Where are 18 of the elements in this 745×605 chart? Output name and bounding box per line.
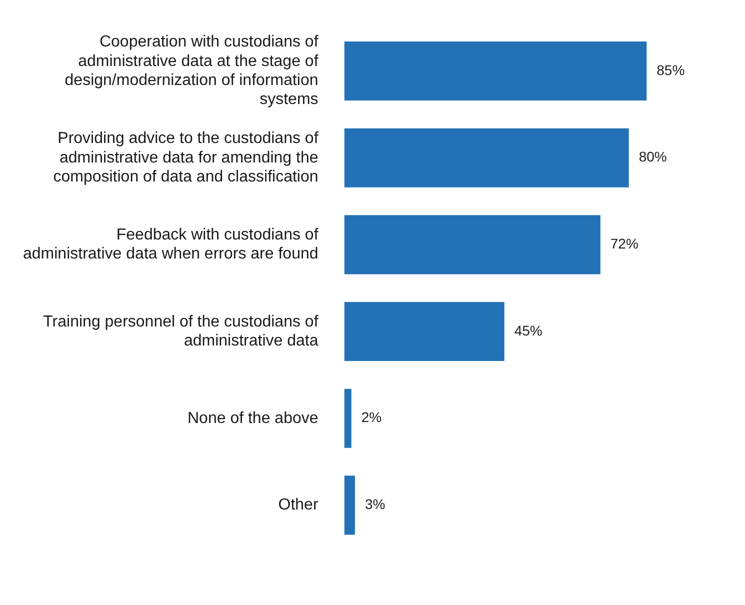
y-tick-label: Feedback with custodians of administrative data when errors are found [23,226,319,263]
bar [344,302,504,362]
y-tick-label: Cooperation with custodians of administrative data at the stage of design/modernization of information systems [64,34,319,108]
y-tick-label: Providing advice to the custodians of administrative data for amending the composition of data and classification [53,130,319,186]
bar [344,476,355,535]
y-tick-label: Other [278,496,319,514]
data-label: 3% [364,496,386,512]
bar [344,215,600,274]
bar [344,128,629,188]
data-label: 72% [610,236,638,252]
data-label: 80% [638,148,667,165]
bar [344,41,647,101]
y-tick-label: Training personnel of the custodians of administrative data [43,313,319,350]
y-tick-label: None of the above [188,410,318,427]
data-label: 2% [361,409,382,426]
data-label: 85% [656,62,685,78]
bar [344,388,352,448]
data-label: 45% [514,322,542,338]
